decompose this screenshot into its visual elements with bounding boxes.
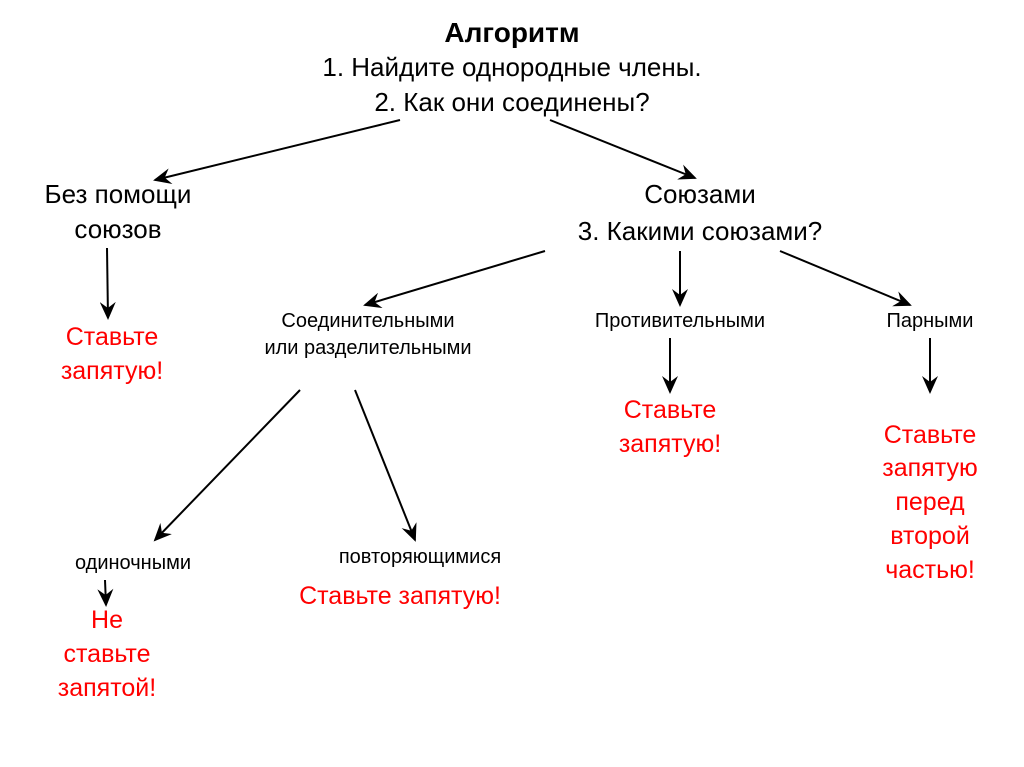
result-put-comma-before-second: Ставьтезапятуюпередвторойчастью! xyxy=(882,419,977,588)
edge-arrow xyxy=(155,390,300,540)
edge-arrow xyxy=(780,251,910,305)
step-3: 3. Какими союзами? xyxy=(578,214,823,249)
edge-arrow xyxy=(365,251,545,305)
edge-arrow xyxy=(107,248,108,318)
step-2: 2. Как они соединены? xyxy=(374,85,649,120)
result-put-comma-4: Ставьте запятую! xyxy=(299,580,501,614)
edge-arrow xyxy=(155,120,400,180)
edge-arrow xyxy=(550,120,695,178)
branch-paired: Парными xyxy=(887,308,974,335)
edge-arrow xyxy=(355,390,415,540)
result-put-comma-1: Ставьтезапятую! xyxy=(61,321,163,389)
branch-single: одиночными xyxy=(75,550,191,577)
branch-repeating: повторяющимися xyxy=(339,544,501,571)
result-put-comma-2: Ставьтезапятую! xyxy=(619,394,721,462)
edge-arrow xyxy=(105,580,106,605)
branch-no-conjunctions: Без помощисоюзов xyxy=(45,177,192,247)
branch-connective-disjunctive: Соединительнымиили разделительными xyxy=(264,308,471,362)
branch-adversative: Противительными xyxy=(595,308,765,335)
title: Алгоритм xyxy=(444,14,579,52)
result-no-comma: Неставьтезапятой! xyxy=(58,604,156,705)
branch-conjunctions: Союзами xyxy=(644,177,756,212)
step-1: 1. Найдите однородные члены. xyxy=(322,50,701,85)
